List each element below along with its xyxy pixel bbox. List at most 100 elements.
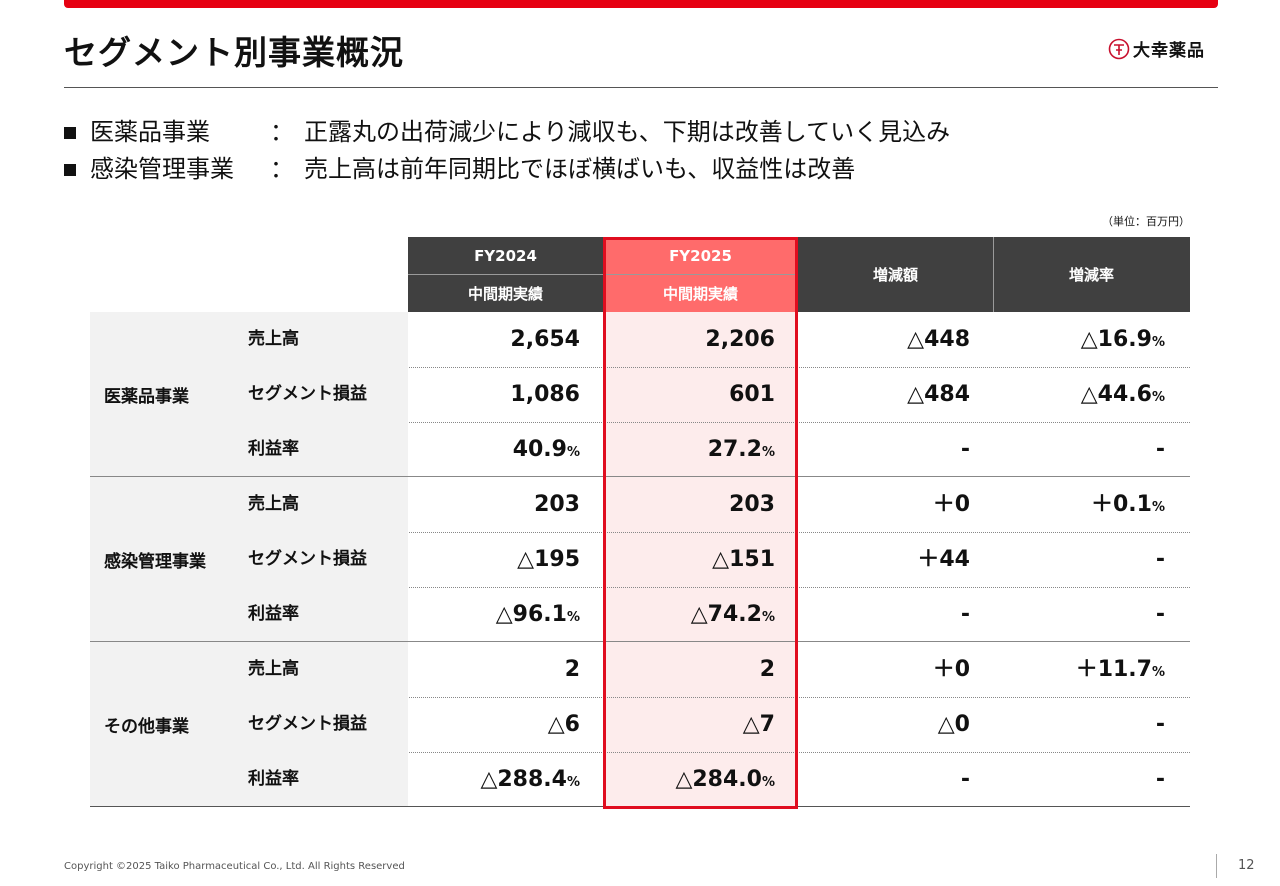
row-label-bg <box>233 642 408 697</box>
percent-unit: % <box>761 775 775 790</box>
row-label: セグメント損益 <box>248 714 367 734</box>
logo-text: 大幸薬品 <box>1133 41 1205 61</box>
square-bullet-icon <box>64 126 76 139</box>
cell-value: △16.9 <box>1080 327 1152 352</box>
page-number-divider <box>1216 854 1217 878</box>
cell-value: - <box>960 602 970 627</box>
row-label-bg <box>233 422 408 477</box>
cell-fy2025: △151 <box>712 532 775 587</box>
row-divider <box>233 697 1190 698</box>
percent-unit: % <box>1151 665 1165 680</box>
cell-change-rate: △16.9% <box>1081 312 1165 367</box>
cell-fy2025: 27.2% <box>708 422 775 477</box>
cell-value: ＋44 <box>917 547 970 572</box>
cell-change-rate: ＋11.7% <box>1076 642 1165 697</box>
cell-fy2024: △6 <box>548 697 580 752</box>
cell-value: 1,086 <box>510 382 580 407</box>
row-divider <box>233 752 1190 753</box>
cell-fy2025: 601 <box>729 367 775 422</box>
header-change: 増減額 <box>798 237 993 312</box>
logo-mark-icon <box>1108 38 1130 59</box>
cell-value: ＋11.7 <box>1075 657 1152 682</box>
cell-fy2025: 203 <box>729 477 775 532</box>
cell-value: - <box>1155 602 1165 627</box>
cell-change: △448 <box>907 312 970 367</box>
copyright-footer: Copyright ©2025 Taiko Pharmaceutical Co.… <box>64 861 405 872</box>
cell-value: ＋0 <box>932 657 970 682</box>
row-divider <box>233 532 1190 533</box>
row-label: 売上高 <box>248 494 299 514</box>
cell-change-rate: ＋0.1% <box>1091 477 1165 532</box>
cell-fy2025: △7 <box>743 697 775 752</box>
cell-value: △448 <box>907 327 970 352</box>
row-label-bg <box>233 367 408 422</box>
cell-value: △44.6 <box>1080 382 1152 407</box>
cell-change-rate: - <box>1156 422 1165 477</box>
cell-value: - <box>1155 712 1165 737</box>
cell-value: 2,206 <box>705 327 775 352</box>
row-label: 売上高 <box>248 659 299 679</box>
cell-value: △74.2 <box>690 602 762 627</box>
percent-unit: % <box>761 445 775 460</box>
cell-value: - <box>1155 767 1165 792</box>
cell-value: - <box>960 767 970 792</box>
cell-value: △284.0 <box>675 767 762 792</box>
cell-fy2024: 203 <box>534 477 580 532</box>
cell-fy2024: △195 <box>517 532 580 587</box>
cell-value: 40.9 <box>512 437 567 462</box>
cell-fy2025: 2,206 <box>705 312 775 367</box>
cell-value: - <box>1155 437 1165 462</box>
header-fy2024-sub: 中間期実績 <box>408 275 603 312</box>
segment-divider <box>90 641 1190 642</box>
cell-change-rate: - <box>1156 697 1165 752</box>
segment-table: FY2024 中間期実績 FY2025 中間期実績 増減額 増減率 医薬品事業売… <box>90 237 1190 809</box>
cell-change-rate: - <box>1156 587 1165 642</box>
cell-value: 2 <box>759 657 775 682</box>
square-bullet-icon <box>64 163 76 176</box>
row-label: 利益率 <box>248 439 299 459</box>
segment-name: その他事業 <box>90 642 233 807</box>
bullet-item: 医薬品事業 ： 正露丸の出荷減少により減収も、下期は改善していく見込み <box>64 114 950 151</box>
cell-change: ＋44 <box>917 532 970 587</box>
percent-unit: % <box>761 610 775 625</box>
cell-value: 203 <box>729 492 775 517</box>
bullet-item: 感染管理事業 ： 売上高は前年同期比でほぼ横ばいも、収益性は改善 <box>64 151 950 188</box>
row-divider <box>233 587 1190 588</box>
cell-fy2024: 1,086 <box>510 367 580 422</box>
header-change-rate: 増減率 <box>993 237 1190 312</box>
percent-unit: % <box>1151 500 1165 515</box>
row-divider <box>233 422 1190 423</box>
row-label-bg <box>233 532 408 587</box>
header-fy2024: FY2024 <box>408 237 603 274</box>
cell-value: △0 <box>937 712 970 737</box>
row-label-bg <box>233 587 408 642</box>
unit-note: （単位：百万円） <box>1102 215 1190 228</box>
header-col-divider <box>993 237 994 312</box>
cell-fy2025: 2 <box>760 642 775 697</box>
cell-value: 601 <box>729 382 775 407</box>
cell-fy2024: △288.4% <box>480 752 580 807</box>
title-divider <box>64 87 1218 88</box>
cell-change-rate: - <box>1156 532 1165 587</box>
bullet-text: 売上高は前年同期比でほぼ横ばいも、収益性は改善 <box>304 155 856 183</box>
percent-unit: % <box>566 445 580 460</box>
cell-value: 203 <box>534 492 580 517</box>
row-label: 利益率 <box>248 769 299 789</box>
cell-value: △484 <box>907 382 970 407</box>
cell-fy2025: △74.2% <box>691 587 775 642</box>
cell-value: △195 <box>517 547 580 572</box>
cell-fy2024: △96.1% <box>496 587 580 642</box>
cell-value: △96.1 <box>495 602 567 627</box>
cell-fy2025: △284.0% <box>675 752 775 807</box>
cell-fy2024: 2 <box>565 642 580 697</box>
row-label: 利益率 <box>248 604 299 624</box>
segment-divider <box>90 476 1190 477</box>
cell-change: - <box>961 752 970 807</box>
cell-value: ＋0.1 <box>1090 492 1152 517</box>
cell-change-rate: - <box>1156 752 1165 807</box>
cell-change: ＋0 <box>933 477 970 532</box>
header-fy2025-sub: 中間期実績 <box>603 275 798 312</box>
header-fy2025: FY2025 <box>603 237 798 274</box>
row-label-bg <box>233 697 408 752</box>
cell-change: - <box>961 587 970 642</box>
